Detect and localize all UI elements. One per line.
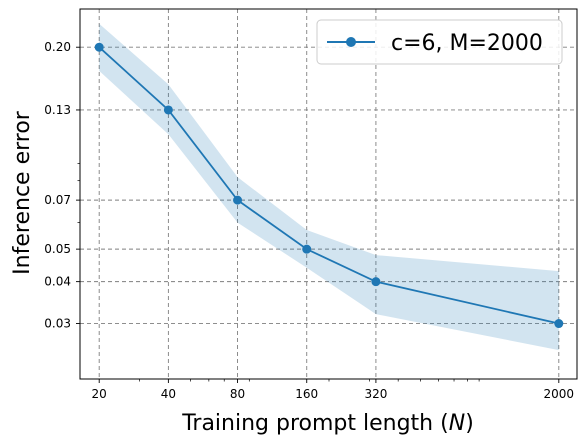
data-point-marker [94,42,104,52]
data-point-marker [302,244,312,254]
confidence-band-layer [99,23,559,351]
y-axis-label: Inference error [10,110,35,275]
data-point-marker [163,105,173,115]
confidence-band [99,23,559,351]
y-tick-label: 0.04 [44,275,71,289]
legend: c=6, M=2000 [316,19,563,65]
series-line [98,46,560,325]
y-tick-label: 0.20 [44,40,71,54]
x-tick-labels: 20 40 80 160 320 2000 [92,387,575,401]
y-tick-label: 0.13 [44,103,71,117]
legend-entry-label: c=6, M=2000 [391,31,543,56]
series-markers [94,42,564,329]
y-tick-labels: 0.03 0.04 0.05 0.07 0.13 0.20 [44,40,71,330]
data-point-marker [554,319,564,329]
y-tick-label: 0.05 [44,242,71,256]
legend-marker-swatch [346,37,356,47]
data-point-marker [371,277,381,287]
data-point-marker [233,195,243,205]
axis-ticks [76,46,560,383]
series-line-layer [98,46,560,325]
x-tick-label: 160 [295,387,318,401]
legend-box [316,19,563,65]
x-tick-label: 80 [230,387,245,401]
x-tick-label: 320 [364,387,387,401]
x-axis-label: Training prompt length (N) [181,411,474,436]
y-tick-label: 0.03 [44,317,71,331]
x-tick-label: 2000 [544,387,575,401]
y-tick-label: 0.07 [44,193,71,207]
plot-area-frame [79,8,578,380]
x-tick-label: 20 [92,387,107,401]
grid-lines [80,9,577,379]
x-tick-label: 40 [161,387,176,401]
